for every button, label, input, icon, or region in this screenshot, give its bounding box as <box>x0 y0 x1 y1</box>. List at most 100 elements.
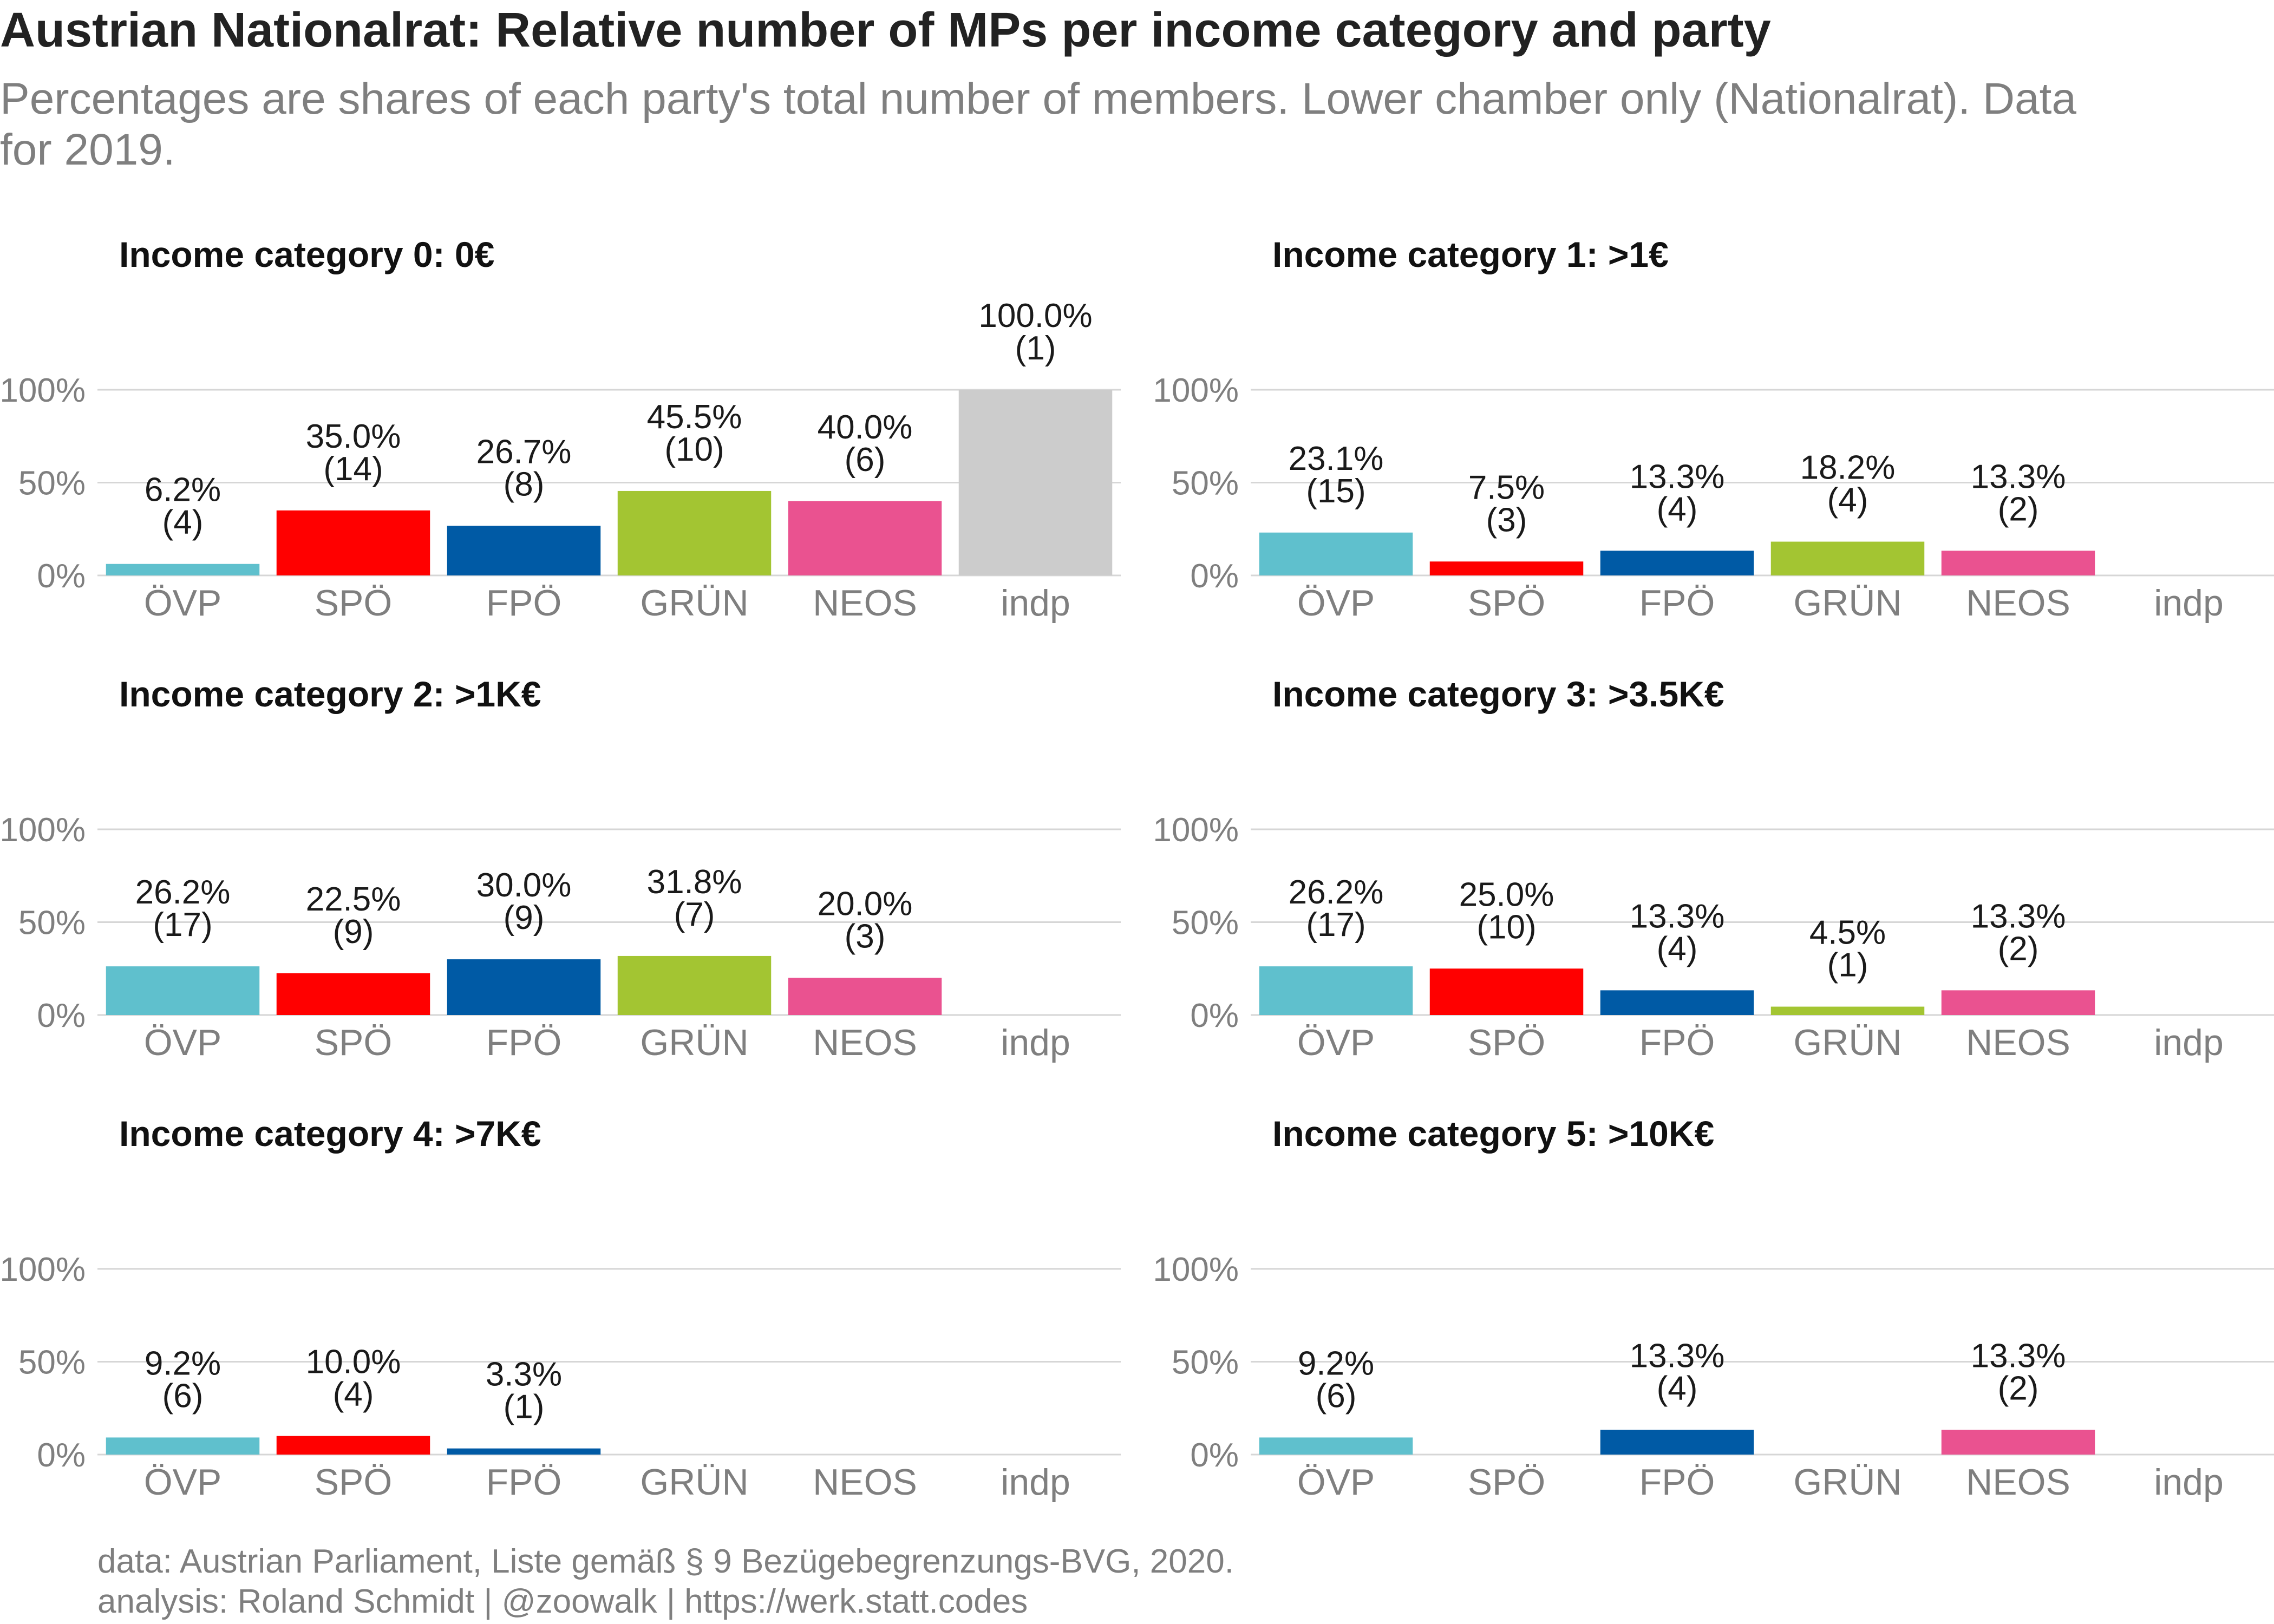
panel-title: Income category 1: >1€ <box>1272 234 1669 274</box>
y-tick-label: 0% <box>1190 558 1239 595</box>
bar <box>447 959 601 1015</box>
data-label-percent: 30.0% <box>476 867 572 904</box>
x-tick-label: GRÜN <box>640 1022 748 1063</box>
x-tick-label: GRÜN <box>640 582 748 624</box>
bar <box>1941 1430 2095 1455</box>
data-label-count: (17) <box>153 906 212 944</box>
data-label-count: (1) <box>1015 330 1056 367</box>
data-label-percent: 9.2% <box>1298 1345 1374 1382</box>
data-label-count: (6) <box>845 441 886 479</box>
x-tick-label: NEOS <box>1966 1462 2070 1503</box>
y-tick-label: 50% <box>1172 1344 1239 1381</box>
bar <box>447 526 601 575</box>
data-label-percent: 13.3% <box>1971 1337 2066 1374</box>
source-caption: data: Austrian Parliament, Liste gemäß §… <box>97 1542 1234 1622</box>
y-tick-label: 50% <box>18 465 86 502</box>
data-label-count: (6) <box>1316 1377 1357 1415</box>
bar <box>1941 551 2095 575</box>
data-label-count: (9) <box>504 899 545 937</box>
y-tick-label: 0% <box>1190 1437 1239 1474</box>
data-label-percent: 4.5% <box>1809 914 1886 952</box>
data-label-percent: 26.2% <box>135 874 231 911</box>
data-label-percent: 13.3% <box>1630 458 1725 495</box>
bar <box>1259 966 1413 1015</box>
data-label-percent: 10.0% <box>306 1344 401 1381</box>
data-label-count: (10) <box>1476 908 1536 946</box>
x-tick-label: ÖVP <box>1297 1462 1375 1503</box>
data-label-percent: 13.3% <box>1971 458 2066 495</box>
bar <box>788 978 942 1015</box>
y-tick-label: 100% <box>1153 811 1239 849</box>
x-tick-label: GRÜN <box>640 1462 748 1503</box>
x-tick-label: FPÖ <box>486 582 562 624</box>
data-label-percent: 3.3% <box>486 1356 562 1393</box>
caption-analysis-credit: analysis: Roland Schmidt | @zoowalk | ht… <box>97 1583 1028 1620</box>
bar <box>1259 1437 1413 1455</box>
data-label-percent: 9.2% <box>145 1345 221 1382</box>
data-label-count: (15) <box>1306 473 1365 510</box>
x-tick-label: FPÖ <box>486 1022 562 1063</box>
data-label-percent: 35.0% <box>306 418 401 455</box>
y-tick-label: 100% <box>1153 1251 1239 1288</box>
x-tick-label: indp <box>2154 1022 2224 1063</box>
bar <box>1941 990 2095 1015</box>
bar <box>106 1437 260 1455</box>
x-tick-label: FPÖ <box>1639 1022 1715 1063</box>
x-tick-label: SPÖ <box>315 582 393 624</box>
data-label-percent: 23.1% <box>1289 440 1384 477</box>
data-label-percent: 20.0% <box>818 885 913 922</box>
bar <box>958 390 1113 575</box>
data-label-percent: 13.3% <box>1630 898 1725 935</box>
bar <box>617 955 772 1015</box>
panel-title: Income category 0: 0€ <box>119 234 494 274</box>
facet-bar-chart: Income category 0: 0€0%50%100%6.2%(4)ÖVP… <box>0 234 2274 1503</box>
data-label-count: (2) <box>1998 1370 2039 1407</box>
data-label-count: (1) <box>504 1389 545 1426</box>
y-tick-label: 50% <box>18 905 86 942</box>
data-label-count: (3) <box>845 918 886 955</box>
bar <box>1770 1006 1925 1015</box>
x-tick-label: SPÖ <box>1468 1462 1546 1503</box>
bar <box>1259 532 1413 575</box>
bar <box>1600 990 1754 1015</box>
x-tick-label: NEOS <box>813 582 917 624</box>
x-tick-label: ÖVP <box>144 582 222 624</box>
x-tick-label: NEOS <box>1966 582 2070 624</box>
bar <box>276 510 430 575</box>
x-tick-label: NEOS <box>813 1022 917 1063</box>
x-tick-label: SPÖ <box>1468 582 1546 624</box>
data-label-percent: 100.0% <box>978 297 1092 335</box>
data-label-percent: 6.2% <box>145 472 221 509</box>
y-tick-label: 50% <box>18 1344 86 1381</box>
data-label-count: (17) <box>1306 906 1365 944</box>
y-tick-label: 0% <box>1190 997 1239 1034</box>
data-label-count: (10) <box>664 431 724 468</box>
y-tick-label: 50% <box>1172 465 1239 502</box>
x-tick-label: FPÖ <box>486 1462 562 1503</box>
y-tick-label: 100% <box>0 811 86 849</box>
y-tick-label: 100% <box>1153 372 1239 409</box>
bar <box>276 1436 430 1455</box>
data-label-percent: 26.2% <box>1289 874 1384 911</box>
chart-subtitle: Percentages are shares of each party's t… <box>0 74 2077 174</box>
bar <box>1600 1430 1754 1455</box>
data-label-count: (8) <box>504 466 545 503</box>
y-tick-label: 0% <box>37 558 86 595</box>
y-tick-label: 0% <box>37 997 86 1034</box>
y-tick-label: 0% <box>37 1437 86 1474</box>
x-tick-label: NEOS <box>813 1462 917 1503</box>
x-tick-label: SPÖ <box>1468 1022 1546 1063</box>
x-tick-label: FPÖ <box>1639 1462 1715 1503</box>
y-tick-label: 50% <box>1172 905 1239 942</box>
x-tick-label: ÖVP <box>144 1022 222 1063</box>
bar <box>106 966 260 1015</box>
bar <box>788 501 942 575</box>
x-tick-label: SPÖ <box>315 1022 393 1063</box>
caption-data-source: data: Austrian Parliament, Liste gemäß §… <box>97 1543 1234 1580</box>
x-tick-label: SPÖ <box>315 1462 393 1503</box>
x-tick-label: GRÜN <box>1793 1462 1901 1503</box>
x-tick-label: indp <box>1001 582 1070 624</box>
panel-title: Income category 3: >3.5K€ <box>1272 674 1724 714</box>
data-label-count: (6) <box>162 1377 204 1415</box>
data-label-percent: 7.5% <box>1468 469 1545 506</box>
